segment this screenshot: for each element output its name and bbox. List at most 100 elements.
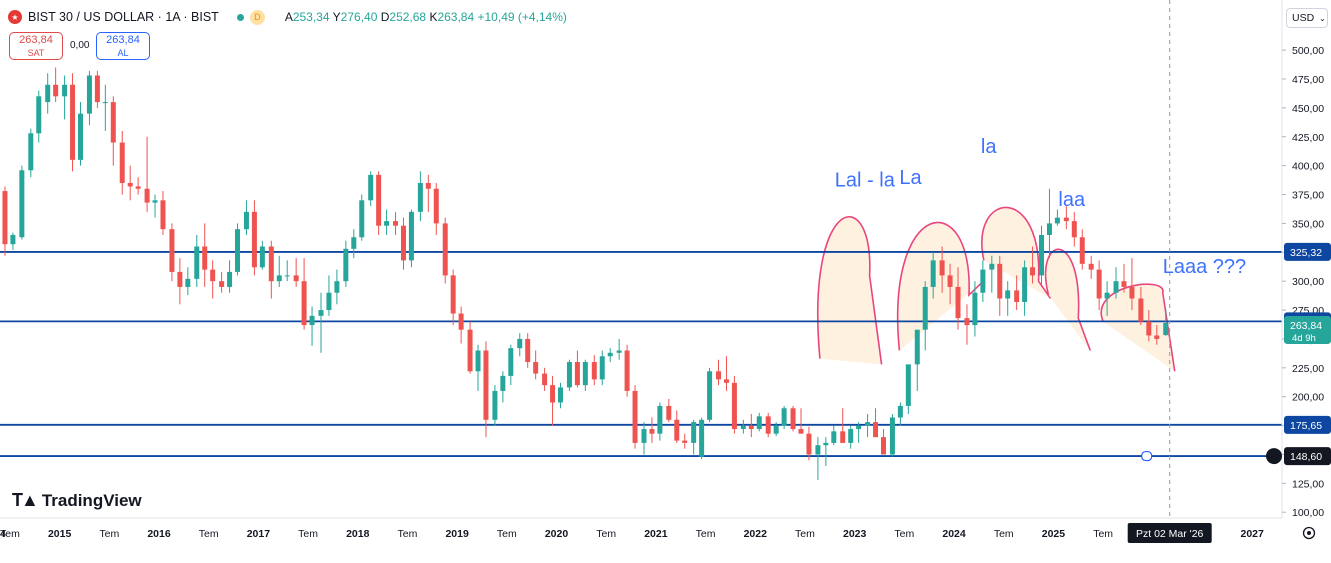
candle-body bbox=[425, 182, 431, 189]
x-tick-label: 2019 bbox=[445, 528, 469, 540]
candle-body bbox=[458, 313, 464, 330]
candle bbox=[1146, 310, 1152, 342]
candle bbox=[1063, 206, 1069, 230]
candle bbox=[160, 191, 166, 235]
candle bbox=[880, 429, 886, 455]
sell-button[interactable]: 263,84 SAT bbox=[9, 32, 63, 60]
candle-body bbox=[582, 362, 588, 386]
x-tick-label: Tem bbox=[696, 528, 716, 540]
candle bbox=[930, 252, 936, 299]
candle-body bbox=[922, 286, 928, 330]
candle-body bbox=[110, 102, 116, 143]
arc-fill bbox=[981, 207, 1051, 299]
candle-body bbox=[152, 200, 158, 203]
candle bbox=[765, 412, 771, 438]
candle-body bbox=[450, 275, 456, 314]
annotation-label: La bbox=[899, 167, 922, 189]
candle bbox=[194, 234, 200, 287]
candle-body bbox=[45, 84, 51, 103]
candle bbox=[624, 344, 630, 397]
candle bbox=[1030, 246, 1036, 284]
chevron-down-icon: ⌄ bbox=[1319, 14, 1326, 23]
candle-body bbox=[1030, 267, 1036, 276]
candle bbox=[1005, 281, 1011, 316]
candle bbox=[467, 321, 473, 374]
arc-fill bbox=[1045, 249, 1091, 351]
candle-body bbox=[127, 182, 133, 187]
market-status-icon bbox=[236, 13, 244, 21]
candle bbox=[408, 209, 414, 268]
candle-body bbox=[36, 96, 42, 134]
candle-body bbox=[284, 275, 290, 277]
y-tick-label: 225,00 bbox=[1292, 363, 1324, 375]
candle bbox=[276, 255, 282, 287]
candle bbox=[790, 405, 796, 432]
candle-body bbox=[865, 422, 871, 426]
candle bbox=[19, 165, 25, 240]
candle-body bbox=[343, 248, 349, 282]
spread-value: 0,00 bbox=[70, 40, 90, 51]
candle bbox=[268, 240, 274, 299]
symbol-title[interactable]: BIST 30 / US DOLLAR · 1A · BIST bbox=[28, 10, 219, 24]
candle bbox=[1096, 260, 1102, 311]
candle-body bbox=[699, 419, 705, 457]
candle-body bbox=[2, 191, 8, 245]
candle bbox=[831, 425, 837, 446]
candle bbox=[343, 240, 349, 287]
candle-body bbox=[997, 263, 1003, 299]
x-tick-label: Tem bbox=[0, 528, 20, 540]
candle bbox=[251, 200, 257, 276]
x-tick-label: 2018 bbox=[346, 528, 370, 540]
candle bbox=[682, 433, 688, 449]
x-tick-label: 2027 bbox=[1241, 528, 1265, 540]
candle-body bbox=[500, 375, 506, 391]
sell-price: 263,84 bbox=[19, 34, 53, 46]
candle bbox=[492, 385, 498, 426]
candle-body bbox=[1014, 290, 1020, 302]
candle-body bbox=[144, 188, 150, 203]
candle bbox=[110, 96, 116, 166]
candle-body bbox=[28, 133, 34, 171]
currency-selector[interactable]: USD ⌄ bbox=[1286, 8, 1328, 28]
candle bbox=[666, 399, 672, 423]
candle bbox=[1129, 258, 1135, 311]
candle-body bbox=[550, 385, 556, 403]
candle bbox=[781, 405, 787, 430]
candle bbox=[848, 425, 854, 449]
candle-body bbox=[790, 408, 796, 430]
candle-body bbox=[1039, 234, 1045, 276]
drawing-arcs bbox=[816, 206, 1176, 372]
candle bbox=[227, 260, 233, 293]
candle-body bbox=[707, 371, 713, 420]
arc-fill bbox=[817, 216, 882, 365]
candle-body bbox=[533, 362, 539, 374]
candle-body bbox=[185, 278, 191, 287]
candle-body bbox=[268, 246, 274, 282]
candle bbox=[1088, 255, 1094, 279]
candle bbox=[235, 223, 241, 276]
candle-body bbox=[177, 271, 183, 287]
candle-body bbox=[616, 350, 622, 353]
candle bbox=[566, 359, 572, 391]
candle bbox=[649, 417, 655, 443]
candle-body bbox=[682, 440, 688, 443]
candle bbox=[259, 240, 265, 270]
tradingview-logo[interactable]: T▲ TradingView bbox=[12, 490, 142, 511]
buy-button[interactable]: 263,84 AL bbox=[96, 32, 150, 60]
y-tick-label: 100,00 bbox=[1292, 507, 1324, 519]
candle bbox=[425, 174, 431, 212]
symbol-header: ★ BIST 30 / US DOLLAR · 1A · BIST D A253… bbox=[8, 8, 567, 26]
y-tick-label: 300,00 bbox=[1292, 276, 1324, 288]
candle-body bbox=[840, 431, 846, 443]
candle bbox=[823, 437, 829, 467]
candle bbox=[707, 367, 713, 423]
arc-stroke bbox=[1044, 248, 1092, 351]
candle-body bbox=[1121, 281, 1127, 287]
candle bbox=[533, 350, 539, 380]
candle-body bbox=[823, 442, 829, 446]
y-tick-label: 350,00 bbox=[1292, 218, 1324, 230]
candle-body bbox=[666, 405, 672, 420]
candle-body bbox=[1113, 281, 1119, 293]
last-price-label: 263,84 bbox=[1290, 320, 1322, 332]
